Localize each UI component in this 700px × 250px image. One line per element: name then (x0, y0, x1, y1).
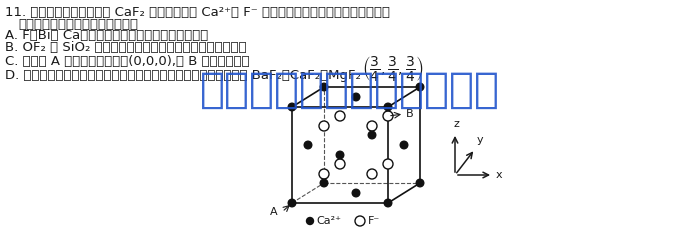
Circle shape (335, 159, 345, 169)
Circle shape (320, 83, 328, 91)
Circle shape (319, 121, 329, 131)
Text: B: B (406, 109, 414, 119)
Text: A: A (270, 207, 278, 217)
Circle shape (352, 189, 360, 197)
Text: 生物医学功能。下列说法错误的是: 生物医学功能。下列说法错误的是 (18, 18, 138, 31)
Circle shape (307, 218, 314, 224)
Circle shape (288, 103, 296, 111)
Circle shape (368, 131, 376, 139)
Text: y: y (477, 135, 484, 145)
Circle shape (367, 169, 377, 179)
Text: 微信公众号关注：趣找答案: 微信公众号关注：趣找答案 (200, 69, 500, 111)
Circle shape (367, 121, 377, 131)
Circle shape (319, 169, 329, 179)
Circle shape (416, 83, 424, 91)
Circle shape (384, 199, 392, 207)
Circle shape (320, 179, 328, 187)
Circle shape (400, 141, 408, 149)
Circle shape (355, 216, 365, 226)
Text: x: x (496, 170, 503, 180)
Circle shape (336, 151, 344, 159)
Circle shape (335, 111, 345, 121)
Circle shape (288, 199, 296, 207)
Text: C. 下图中 A 处原子分数坐标为(0,0,0),则 B 处原子坐标为: C. 下图中 A 处原子分数坐标为(0,0,0),则 B 处原子坐标为 (5, 55, 250, 68)
Text: A. F、Bi和 Ca电负性依次减小，原子半径依次增大: A. F、Bi和 Ca电负性依次减小，原子半径依次增大 (5, 29, 209, 42)
Text: B. OF₂ 与 SiO₂ 中含有化学键类型和氧原子杂化方式均相同: B. OF₂ 与 SiO₂ 中含有化学键类型和氧原子杂化方式均相同 (5, 41, 246, 54)
Circle shape (352, 93, 360, 101)
Text: Ca²⁺: Ca²⁺ (316, 216, 341, 226)
Circle shape (383, 159, 393, 169)
Text: D. 脱除硫烷反应速率依赖于晶体提供自由氟离子的能力，脱硫能力 BaF₂＜CaF₂＜MgF₂: D. 脱除硫烷反应速率依赖于晶体提供自由氟离子的能力，脱硫能力 BaF₂＜CaF… (5, 69, 361, 82)
Text: $\left(\dfrac{3}{4},\dfrac{3}{4},\dfrac{3}{4}\right)$: $\left(\dfrac{3}{4},\dfrac{3}{4},\dfrac{… (362, 54, 424, 83)
Circle shape (383, 111, 393, 121)
Text: 11. 近日，科学家研究利用 CaF₂ 晶体释放出的 Ca²⁺和 F⁻ 脱除硫烷，拓展了金属氟化物材料的: 11. 近日，科学家研究利用 CaF₂ 晶体释放出的 Ca²⁺和 F⁻ 脱除硫烷… (5, 6, 390, 19)
Circle shape (384, 103, 392, 111)
Text: F⁻: F⁻ (368, 216, 380, 226)
Text: z: z (453, 119, 459, 129)
Circle shape (416, 179, 424, 187)
Circle shape (304, 141, 312, 149)
